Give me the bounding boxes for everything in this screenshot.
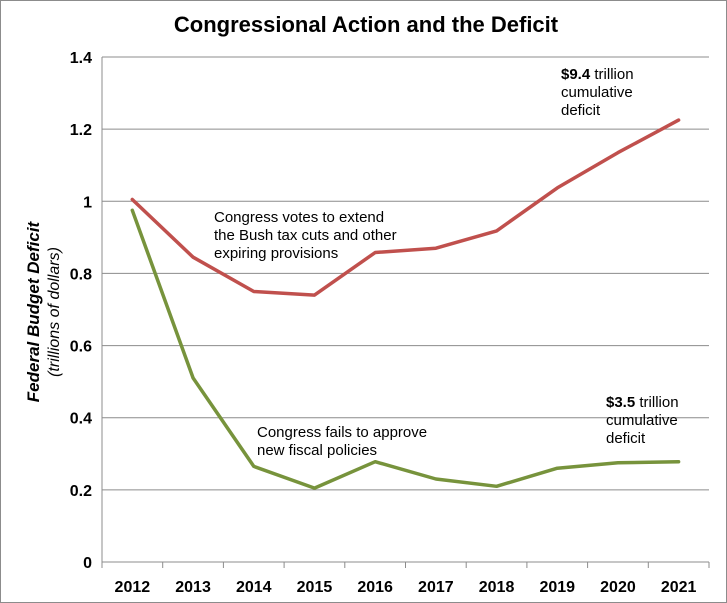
- annotation-bottom-series-line-2: new fiscal policies: [257, 442, 377, 459]
- annotation-top-series-line-3: expiring provisions: [214, 245, 338, 262]
- x-tick-label: 2016: [357, 579, 393, 596]
- series-line-1: [130, 118, 681, 297]
- x-tick-label: 2017: [418, 579, 454, 596]
- x-tick-label: 2012: [115, 579, 151, 596]
- x-tick-label: 2020: [600, 579, 636, 596]
- y-tick-labels: 0 0.2 0.4 0.6 0.8 1 1.2 1.4: [70, 50, 92, 572]
- annotation-top-series-line-2: the Bush tax cuts and other: [214, 227, 397, 244]
- y-tick-label: 1.2: [70, 122, 92, 139]
- y-axis-label: Federal Budget Deficit: [24, 220, 43, 402]
- y-tick-label: 1.4: [70, 50, 92, 67]
- x-tick-label: 2019: [539, 579, 575, 596]
- annotation-bottom-total-line-1: $3.5 trillion: [606, 394, 679, 411]
- annotation-bottom-total-amount: $3.5: [606, 394, 635, 411]
- annotation-bottom-total-line-3: deficit: [606, 430, 646, 447]
- annotation-bottom-series-line-1: Congress fails to approve: [257, 424, 427, 441]
- series-lines: [130, 118, 681, 490]
- annotation-top-total-line-2: cumulative: [561, 84, 633, 101]
- axes: [101, 57, 710, 568]
- x-tick-labels: 2012 2013 2014 2015 2016 2017 2018 2019 2020 2021: [115, 579, 697, 596]
- x-tick-label: 2018: [479, 579, 515, 596]
- y-tick-label: 0.2: [70, 483, 92, 500]
- y-tick-label: 0.8: [70, 266, 92, 283]
- annotation-bottom-total-unit: trillion: [635, 394, 678, 411]
- annotation-bottom-total-line-2: cumulative: [606, 412, 678, 429]
- series-line-2: [130, 208, 681, 490]
- y-axis-label-group: Federal Budget Deficit (trillions of dol…: [24, 220, 63, 402]
- y-tick-label: 0.6: [70, 339, 92, 356]
- x-tick-label: 2014: [236, 579, 272, 596]
- gridlines: [102, 56, 709, 491]
- y-tick-label: 0: [83, 555, 92, 572]
- annotation-top-total-line-1: $9.4 trillion: [561, 66, 634, 83]
- annotation-top-total-unit: trillion: [590, 66, 633, 83]
- y-tick-label: 1: [83, 194, 92, 211]
- y-axis-sublabel: (trillions of dollars): [46, 247, 63, 377]
- x-tick-label: 2013: [175, 579, 211, 596]
- chart-title: Congressional Action and the Deficit: [174, 12, 559, 37]
- x-tick-label: 2015: [297, 579, 333, 596]
- x-tick-label: 2021: [661, 579, 697, 596]
- y-tick-label: 0.4: [70, 411, 92, 428]
- annotation-top-total-amount: $9.4: [561, 66, 591, 83]
- annotation-top-series-line-1: Congress votes to extend: [214, 209, 384, 226]
- annotation-top-total-line-3: deficit: [561, 102, 601, 119]
